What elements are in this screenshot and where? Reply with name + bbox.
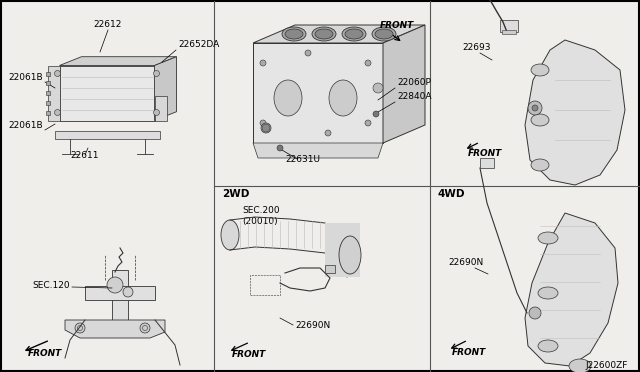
Bar — [325, 265, 335, 273]
Ellipse shape — [274, 80, 302, 116]
Text: 22652DA: 22652DA — [178, 40, 220, 49]
Bar — [480, 158, 494, 168]
Circle shape — [529, 307, 541, 319]
Circle shape — [140, 323, 150, 333]
Circle shape — [154, 71, 159, 77]
Ellipse shape — [531, 64, 549, 76]
Ellipse shape — [538, 232, 558, 244]
Circle shape — [373, 83, 383, 93]
Circle shape — [123, 287, 133, 297]
Text: 22611: 22611 — [71, 151, 99, 160]
Ellipse shape — [538, 287, 558, 299]
Circle shape — [528, 101, 542, 115]
Circle shape — [154, 109, 159, 115]
Bar — [112, 270, 128, 320]
Circle shape — [260, 120, 266, 126]
Text: SEC.120: SEC.120 — [32, 281, 70, 290]
Text: 22690N: 22690N — [448, 258, 483, 267]
Bar — [45, 110, 49, 115]
Text: J22600ZF: J22600ZF — [586, 361, 628, 370]
Bar — [502, 30, 516, 34]
Circle shape — [75, 323, 85, 333]
Polygon shape — [383, 25, 425, 143]
Ellipse shape — [538, 340, 558, 352]
Bar — [250, 275, 280, 295]
Polygon shape — [253, 25, 425, 43]
Text: 4WD: 4WD — [438, 189, 465, 199]
Polygon shape — [154, 96, 166, 121]
Circle shape — [532, 105, 538, 111]
Bar — [500, 20, 518, 32]
Circle shape — [262, 124, 270, 132]
Ellipse shape — [375, 29, 393, 39]
Circle shape — [305, 50, 311, 56]
Text: FRONT: FRONT — [468, 149, 502, 158]
Polygon shape — [154, 57, 177, 121]
Ellipse shape — [342, 27, 366, 41]
Text: SEC.200: SEC.200 — [242, 206, 280, 215]
Text: 22690N: 22690N — [295, 321, 330, 330]
Ellipse shape — [261, 123, 271, 133]
Circle shape — [54, 109, 61, 115]
Bar — [85, 286, 155, 300]
Text: 22060P: 22060P — [397, 78, 431, 87]
Polygon shape — [65, 320, 165, 338]
Text: FRONT: FRONT — [380, 21, 414, 30]
Ellipse shape — [372, 27, 396, 41]
Polygon shape — [60, 57, 177, 65]
Circle shape — [260, 60, 266, 66]
Circle shape — [325, 130, 331, 136]
Bar — [45, 71, 49, 76]
Ellipse shape — [282, 27, 306, 41]
Bar — [45, 81, 49, 85]
Ellipse shape — [339, 236, 361, 274]
Circle shape — [54, 71, 61, 77]
Text: 22061B: 22061B — [8, 121, 43, 130]
Circle shape — [373, 111, 379, 117]
Ellipse shape — [285, 29, 303, 39]
Text: (20010): (20010) — [242, 217, 278, 226]
Text: FRONT: FRONT — [28, 349, 62, 358]
Circle shape — [277, 145, 283, 151]
Circle shape — [107, 277, 123, 293]
Polygon shape — [325, 223, 360, 277]
Text: FRONT: FRONT — [232, 350, 266, 359]
Text: 22840A: 22840A — [397, 92, 431, 101]
Circle shape — [365, 120, 371, 126]
Circle shape — [365, 60, 371, 66]
Bar — [45, 91, 49, 95]
Polygon shape — [253, 43, 383, 143]
Ellipse shape — [315, 29, 333, 39]
Polygon shape — [54, 131, 159, 138]
Ellipse shape — [312, 27, 336, 41]
Ellipse shape — [329, 80, 357, 116]
Ellipse shape — [345, 29, 363, 39]
Polygon shape — [47, 65, 60, 121]
Text: 22061B: 22061B — [8, 73, 43, 82]
Text: 22693: 22693 — [462, 43, 490, 52]
Text: 2WD: 2WD — [222, 189, 250, 199]
Text: 22612: 22612 — [94, 20, 122, 29]
Polygon shape — [253, 143, 383, 158]
Polygon shape — [525, 40, 625, 185]
Bar — [45, 101, 49, 105]
Text: FRONT: FRONT — [452, 348, 486, 357]
Ellipse shape — [531, 159, 549, 171]
Text: 22631U: 22631U — [285, 155, 320, 164]
Ellipse shape — [569, 359, 591, 372]
Ellipse shape — [221, 220, 239, 250]
Polygon shape — [60, 65, 154, 121]
Ellipse shape — [531, 114, 549, 126]
Polygon shape — [525, 213, 618, 366]
